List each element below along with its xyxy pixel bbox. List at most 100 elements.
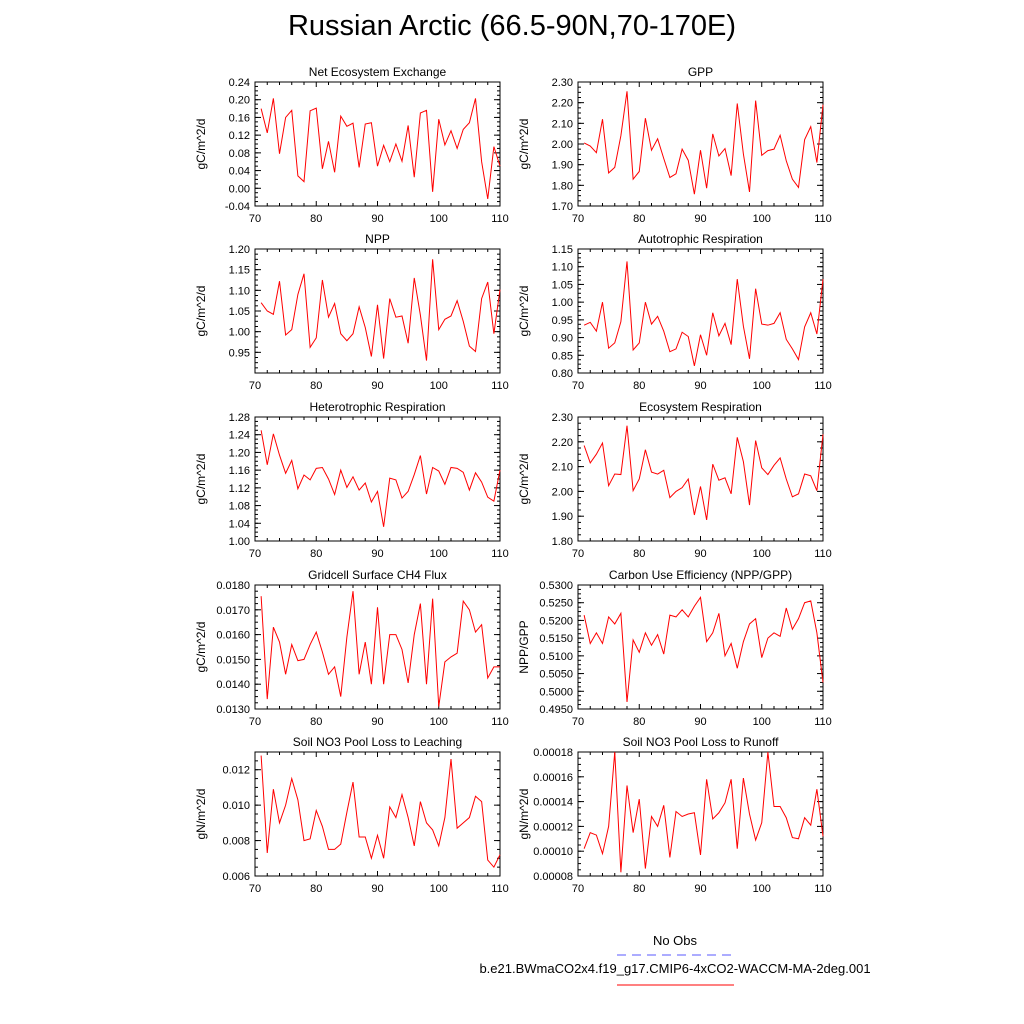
y-tick-label: 1.90 [552,511,573,523]
y-tick-label: 1.15 [229,265,250,277]
y-tick-label: 0.24 [229,77,250,89]
y-axis-label: gC/m^2/d [194,286,208,337]
y-tick-label: 2.10 [552,118,573,130]
panel-title: Ecosystem Respiration [639,400,762,414]
x-tick-label: 80 [633,380,645,392]
x-tick-label: 110 [491,213,509,225]
y-tick-label: 0.010 [222,800,250,812]
x-tick-label: 100 [430,380,448,392]
series-line [260,259,501,361]
legend-obs-label: No Obs [653,933,698,948]
series-line [583,425,824,521]
y-tick-label: 0.5200 [539,615,573,627]
chart-panel-8: Carbon Use Efficiency (NPP/GPP) 70 80 90 100… [517,568,832,728]
y-tick-label: 1.15 [552,244,573,256]
y-tick-label: 1.90 [552,160,573,172]
chart-panel-3: NPP 70 80 90 100 110 0.95 1.00 1.05 1.10 1.15 1.20 g… [194,232,509,392]
y-tick-label: 1.16 [229,465,250,477]
y-tick-label: 0.5100 [539,651,573,663]
y-tick-label: 0.008 [222,836,250,848]
y-tick-label: 2.10 [552,462,573,474]
plot-frame [254,751,501,877]
x-tick-label: 90 [694,213,706,225]
y-tick-label: 2.00 [552,486,573,498]
x-tick-label: 90 [694,548,706,560]
y-tick-label: 1.12 [229,483,250,495]
plot-frame [577,81,824,207]
x-tick-label: 70 [572,380,584,392]
y-tick-label: 0.95 [552,315,573,327]
x-tick-label: 80 [310,380,322,392]
panel-title: Autotrophic Respiration [638,232,763,246]
chart-panel-9: Soil NO3 Pool Loss to Leaching 70 80 90 100 1… [194,735,509,895]
panel-title: Carbon Use Efficiency (NPP/GPP) [609,568,792,582]
panel-title: Net Ecosystem Exchange [309,65,447,79]
series-line [260,430,501,527]
y-tick-label: 1.10 [229,285,250,297]
x-tick-label: 70 [572,548,584,560]
x-tick-label: 70 [572,883,584,895]
y-tick-label: 0.5250 [539,598,573,610]
y-tick-label: 2.20 [552,98,573,110]
x-tick-label: 100 [753,380,771,392]
chart-panels: Net Ecosystem Exchange 70 80 90 100 110 -0.04 0… [194,65,832,895]
y-tick-label: 1.00 [552,297,573,309]
legend: No Obs b.e21.BWmaCO2x4.f19_g17.CMIP6-4xC… [479,933,871,986]
x-tick-label: 90 [371,883,383,895]
y-tick-label: 0.006 [222,871,250,883]
x-tick-label: 90 [694,716,706,728]
series-line [583,751,824,873]
x-tick-label: 80 [310,213,322,225]
panel-title: Gridcell Surface CH4 Flux [308,568,447,582]
y-tick-label: 0.0180 [216,580,250,592]
y-tick-label: 1.24 [229,430,250,442]
y-tick-label: 0.0130 [216,704,250,716]
y-tick-label: 0.16 [229,112,250,124]
x-tick-label: 90 [371,380,383,392]
x-tick-label: 100 [430,883,448,895]
y-tick-label: 0.00 [229,183,250,195]
y-tick-label: 0.00008 [533,871,573,883]
series-line [583,261,824,367]
y-tick-label: 0.80 [552,368,573,380]
y-tick-label: 0.5000 [539,686,573,698]
plot-frame [254,416,501,542]
panel-title: GPP [688,65,713,79]
y-tick-label: 1.70 [552,201,573,213]
y-tick-label: 1.20 [229,447,250,459]
y-tick-label: 0.04 [229,166,250,178]
x-tick-label: 110 [491,883,509,895]
x-tick-label: 110 [814,883,832,895]
y-tick-label: 1.28 [229,412,250,424]
y-tick-label: 2.30 [552,412,573,424]
chart-panel-10: Soil NO3 Pool Loss to Runoff 70 80 90 100 110… [517,735,832,895]
chart-panel-4: Autotrophic Respiration 70 80 90 100 110 0.80 0… [517,232,832,392]
x-tick-label: 110 [814,213,832,225]
y-tick-label: 0.012 [222,765,250,777]
x-tick-label: 80 [633,716,645,728]
y-tick-label: 1.00 [229,536,250,548]
y-tick-label: 0.0160 [216,630,250,642]
x-tick-label: 100 [753,883,771,895]
x-tick-label: 100 [753,548,771,560]
panel-title: Soil NO3 Pool Loss to Runoff [623,735,780,749]
plot-frame [254,81,501,207]
y-tick-label: 1.05 [229,306,250,318]
x-tick-label: 80 [633,213,645,225]
y-tick-label: 1.20 [229,244,250,256]
chart-panel-6: Ecosystem Respiration 70 80 90 100 110 1.80 1.9… [517,400,832,560]
y-tick-label: 0.4950 [539,704,573,716]
panel-title: Soil NO3 Pool Loss to Leaching [293,735,462,749]
x-tick-label: 110 [491,380,509,392]
x-tick-label: 90 [371,548,383,560]
y-axis-label: NPP/GPP [517,620,531,673]
x-tick-label: 90 [371,716,383,728]
panel-title: Heterotrophic Respiration [309,400,445,414]
x-tick-label: 100 [753,716,771,728]
y-tick-label: 0.00018 [533,747,573,759]
y-tick-label: 0.5150 [539,633,573,645]
x-tick-label: 70 [249,213,261,225]
x-tick-label: 90 [694,380,706,392]
x-tick-label: 70 [249,548,261,560]
x-tick-label: 100 [753,213,771,225]
